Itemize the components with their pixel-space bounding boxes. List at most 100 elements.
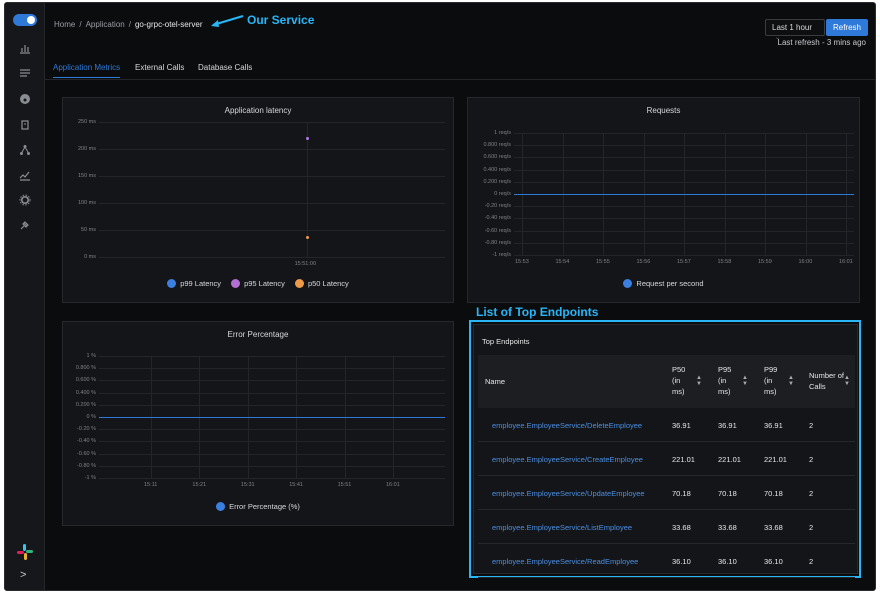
endpoint-name-link[interactable]: employee.EmployeeService/UpdateEmployee <box>492 489 645 498</box>
table-body: employee.EmployeeService/DeleteEmployee 3… <box>478 408 855 578</box>
cell-p50: 70.18 <box>672 489 691 498</box>
y-tick-label: 0.800 req/s <box>483 142 511 149</box>
sort-icon[interactable]: ▲ ▼ <box>742 375 748 387</box>
y-tick-label: 1 % <box>86 353 96 359</box>
chevron-down-icon: ⌄ <box>775 35 781 41</box>
table-row[interactable]: employee.EmployeeService/ListEmployee 33.… <box>478 510 855 544</box>
cell-p95: 36.10 <box>718 557 737 566</box>
data-point[interactable] <box>305 136 309 140</box>
tab-application-metrics[interactable]: Application Metrics <box>53 63 121 78</box>
endpoint-name-link[interactable]: employee.EmployeeService/DeleteEmployee <box>492 421 643 430</box>
sort-icon[interactable]: ▲ ▼ <box>844 375 850 387</box>
dashboard-icon[interactable] <box>17 91 33 107</box>
gridline <box>99 257 445 258</box>
gridline <box>99 441 445 443</box>
main-content: Home / Application / go-grpc-otel-server… <box>45 3 875 590</box>
x-tick-label: 15:59 <box>758 259 772 265</box>
x-tick-label: 16:00 <box>798 259 813 265</box>
table-row[interactable]: employee.EmployeeService/DeleteEmployee 3… <box>478 408 855 442</box>
tab-bar: Application Metrics External Calls Datab… <box>45 59 875 80</box>
list-icon[interactable] <box>17 65 33 81</box>
time-range-select[interactable]: Last 1 hour ⌄ <box>765 19 825 41</box>
x-tick-label: 15:58 <box>717 259 732 265</box>
series-line[interactable] <box>514 194 854 195</box>
settings-icon[interactable] <box>17 192 33 208</box>
table-row[interactable]: employee.EmployeeService/CreateEmployee 2… <box>478 442 855 476</box>
service-map-icon[interactable] <box>17 142 33 158</box>
cell-p50: 221.01 <box>672 455 695 464</box>
line-chart-icon[interactable] <box>17 167 33 183</box>
endpoint-name-link[interactable]: employee.EmployeeService/ReadEmployee <box>492 557 639 566</box>
y-tick-label: -0.40 % <box>77 438 96 445</box>
theme-toggle[interactable] <box>13 14 37 26</box>
sort-icon[interactable]: ▲ ▼ <box>788 375 794 387</box>
legend-swatch <box>294 279 304 288</box>
x-tick-label: 16:01 <box>386 482 400 488</box>
y-tick-label: 0.400 req/s <box>483 166 511 173</box>
tab-database-calls[interactable]: Database Calls <box>198 63 253 72</box>
legend-item[interactable]: p99 Latency <box>167 279 221 288</box>
cell-p99: 221.01 <box>764 455 787 464</box>
y-tick-label: 0.400 % <box>75 389 96 396</box>
alert-icon[interactable] <box>17 117 33 133</box>
endpoint-name-link[interactable]: employee.EmployeeService/CreateEmployee <box>492 455 643 464</box>
gridline <box>99 203 445 204</box>
column-header-p50[interactable]: P50 (in ms) <box>672 365 686 396</box>
table-row[interactable]: employee.EmployeeService/ReadEmployee 36.… <box>478 544 855 578</box>
gridline <box>99 356 445 357</box>
gridline <box>99 368 445 370</box>
last-refresh-text: Last refresh - 3 mins ago <box>777 38 866 47</box>
legend-item[interactable]: Error Percentage (%) <box>216 502 300 511</box>
table-row[interactable]: employee.EmployeeService/UpdateEmployee 7… <box>478 476 855 510</box>
series-line[interactable] <box>99 417 445 418</box>
slack-icon[interactable] <box>16 543 34 561</box>
x-tick-label: 15:55 <box>596 259 610 265</box>
refresh-button[interactable]: Refresh <box>826 19 868 36</box>
top-endpoints-panel: Top Endpoints Name P50 (in ms) ▲ ▼ P95 (i… <box>473 324 858 578</box>
x-tick-label: 15:21 <box>192 482 207 488</box>
gridline <box>99 149 445 150</box>
legend-item[interactable]: p50 Latency <box>294 279 349 288</box>
legend-item[interactable]: Request per second <box>623 279 704 288</box>
tab-external-calls[interactable]: External Calls <box>135 63 185 72</box>
legend-label: Error Percentage (%) <box>229 502 300 511</box>
x-tick-label: 15:31 <box>240 482 255 488</box>
gridline <box>99 404 445 406</box>
y-tick-label: -0.60 req/s <box>484 227 511 234</box>
expand-sidebar-icon[interactable]: > <box>20 569 27 581</box>
legend-swatch <box>167 279 177 288</box>
bar-chart-icon[interactable] <box>17 40 33 56</box>
endpoints-table: Name P50 (in ms) ▲ ▼ P95 (in ms) ▲ ▼ P99 (… <box>478 355 855 578</box>
column-header-calls[interactable]: Number of Calls <box>809 371 845 391</box>
sort-icon[interactable]: ▲ ▼ <box>696 375 702 387</box>
latency-panel: Application latency p99 Latency p95 Late… <box>62 97 454 303</box>
column-header-p99[interactable]: P99 (in ms) <box>764 365 778 396</box>
column-header-p95[interactable]: P95 (in ms) <box>718 365 732 396</box>
top-endpoints-title: Top Endpoints <box>482 337 530 346</box>
legend-label: p99 Latency <box>180 279 222 288</box>
chart-title: Requests <box>646 106 681 115</box>
y-tick-label: -0.80 % <box>77 462 96 469</box>
y-tick-label: -0.80 req/s <box>484 239 511 246</box>
column-header-name[interactable]: Name <box>485 377 506 386</box>
y-tick-label: 0 req/s <box>494 191 511 197</box>
legend-swatch <box>231 279 241 288</box>
cell-p95: 221.01 <box>718 455 741 464</box>
breadcrumb-home[interactable]: Home <box>54 20 76 29</box>
endpoint-name-link[interactable]: employee.EmployeeService/ListEmployee <box>492 523 633 532</box>
plug-icon[interactable] <box>17 217 33 233</box>
data-point[interactable] <box>305 236 309 240</box>
y-tick-label: -0.20 req/s <box>484 203 511 210</box>
legend-swatch <box>216 502 226 511</box>
breadcrumb-application[interactable]: Application <box>85 20 125 29</box>
chart-legend: p99 Latency p95 Latency p50 Latency <box>63 279 453 288</box>
x-tick-label: 15:11 <box>144 482 158 488</box>
y-tick-label: -0.20 % <box>77 426 96 433</box>
legend-item[interactable]: p95 Latency <box>231 279 285 288</box>
gridline <box>99 465 445 467</box>
breadcrumb-separator: / <box>128 20 131 29</box>
y-tick-label: 0.200 % <box>75 401 96 408</box>
annotation-our-service: Our Service <box>247 13 315 27</box>
gridline <box>99 122 445 123</box>
cell-p50: 36.10 <box>672 557 691 566</box>
